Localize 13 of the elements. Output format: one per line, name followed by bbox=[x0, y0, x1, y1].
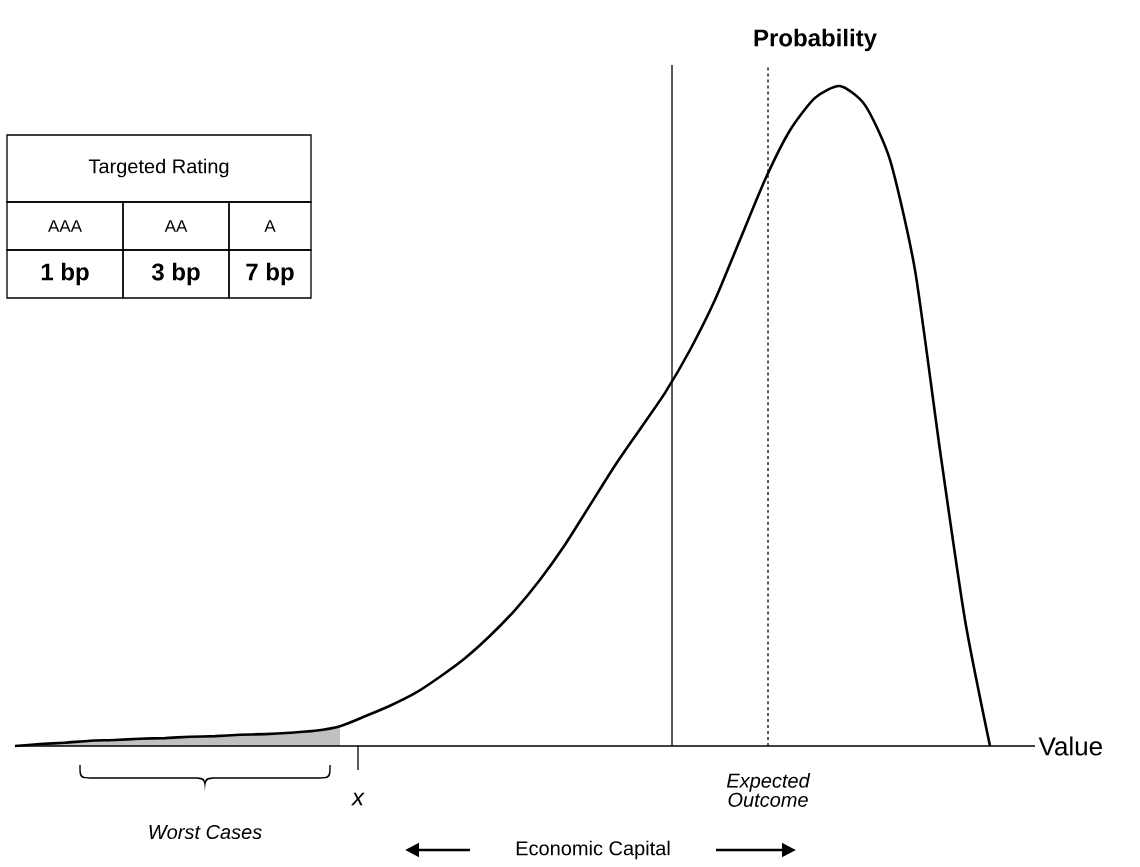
annotation: AAA bbox=[48, 220, 82, 232]
annotation: Targeted Rating bbox=[88, 158, 229, 178]
text: Worst Cases bbox=[149, 824, 262, 840]
x-axis-title: Value bbox=[1038, 736, 1102, 756]
annotation: 1 bp bbox=[41, 262, 89, 286]
annotation: A bbox=[264, 220, 276, 232]
text: Economic Capital bbox=[516, 840, 670, 860]
annotation: AA bbox=[164, 220, 188, 232]
annotation: 3 bp bbox=[151, 262, 200, 286]
chart-title: Probability bbox=[754, 28, 877, 52]
annotation: 7 bp bbox=[246, 262, 294, 286]
text: Expected Outcome bbox=[726, 773, 811, 807]
text: x bbox=[351, 792, 365, 806]
